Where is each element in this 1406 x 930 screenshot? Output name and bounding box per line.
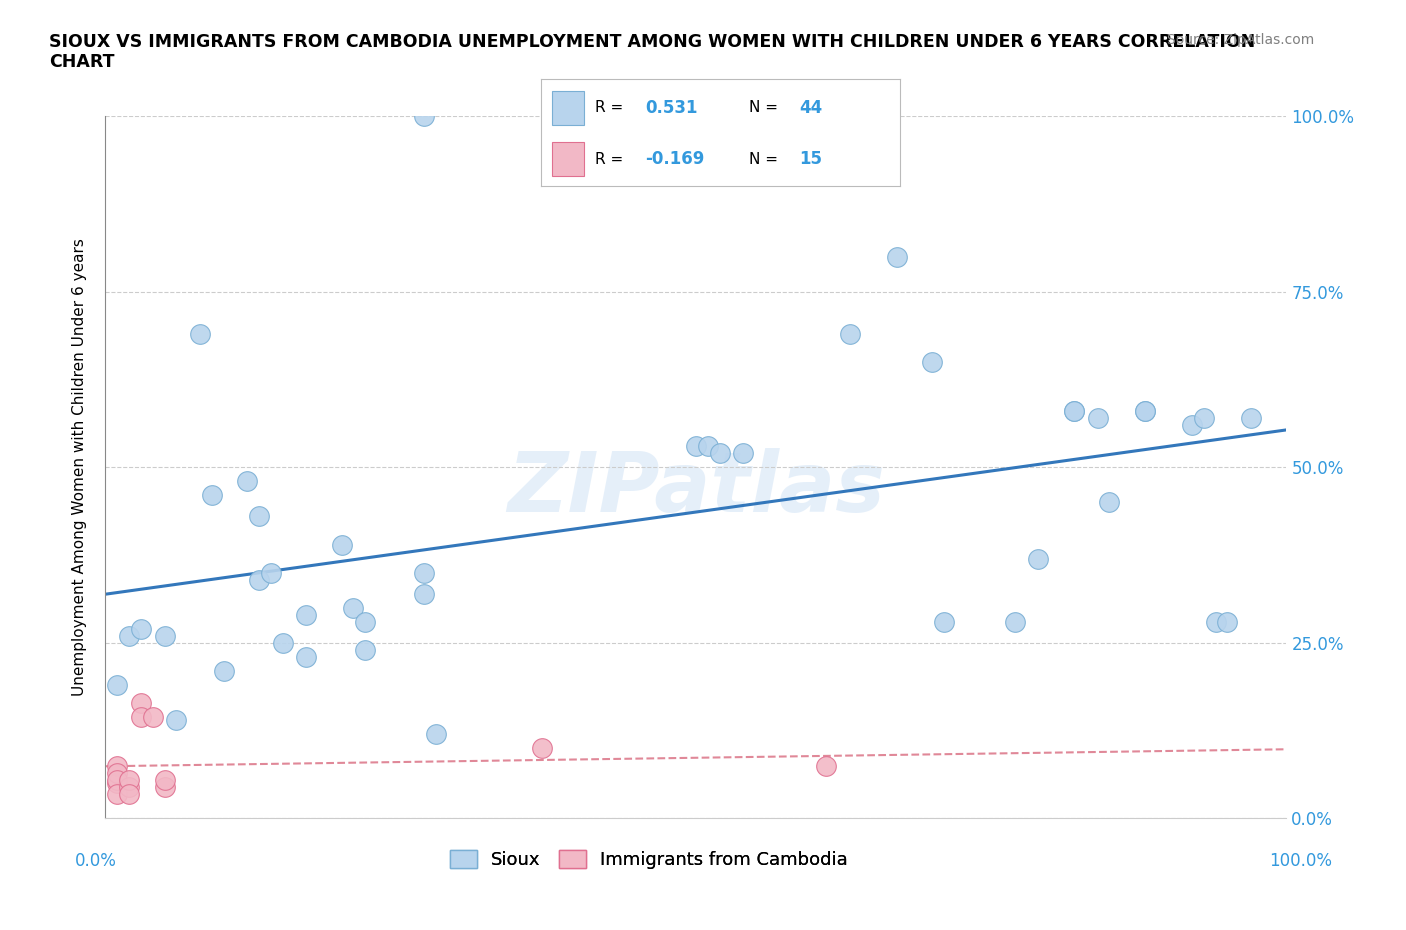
Point (1192, 411, 1215, 426)
Point (531, 740, 554, 755)
Point (201, 488, 224, 503)
Point (838, 326, 860, 341)
Point (1028, 551, 1050, 566)
Point (733, 445, 755, 460)
Point (330, 538, 353, 552)
Text: -0.169: -0.169 (645, 151, 704, 168)
Legend: Sioux, Immigrants from Cambodia: Sioux, Immigrants from Cambodia (443, 843, 855, 876)
Point (105, 776, 128, 790)
Point (105, 765, 128, 780)
Text: N =: N = (749, 152, 779, 166)
Text: SIOUX VS IMMIGRANTS FROM CAMBODIA UNEMPLOYMENT AMONG WOMEN WITH CHILDREN UNDER 6: SIOUX VS IMMIGRANTS FROM CAMBODIA UNEMPL… (49, 33, 1256, 72)
Text: 44: 44 (800, 99, 823, 117)
Point (236, 474, 259, 489)
Point (814, 758, 837, 773)
Point (1004, 615, 1026, 630)
Y-axis label: Unemployment Among Women with Children Under 6 years: Unemployment Among Women with Children U… (72, 238, 87, 697)
Point (354, 643, 377, 658)
Text: Source: ZipAtlas.com: Source: ZipAtlas.com (1167, 33, 1315, 46)
Text: 0.531: 0.531 (645, 99, 697, 117)
FancyBboxPatch shape (553, 142, 585, 177)
FancyBboxPatch shape (553, 91, 585, 125)
Point (105, 678, 128, 693)
Point (188, 326, 211, 341)
Point (413, 586, 436, 601)
Point (295, 649, 318, 664)
Point (425, 726, 447, 741)
Point (153, 779, 176, 794)
Point (921, 354, 943, 369)
Point (1063, 404, 1085, 418)
Text: ZIPatlas: ZIPatlas (508, 448, 884, 529)
Point (153, 629, 176, 644)
Point (354, 615, 377, 630)
Point (696, 439, 718, 454)
Point (118, 787, 141, 802)
Text: 15: 15 (800, 151, 823, 168)
Point (105, 787, 128, 802)
Point (685, 439, 707, 454)
Point (413, 109, 436, 124)
Point (118, 629, 141, 644)
Point (1098, 495, 1121, 510)
Point (142, 710, 165, 724)
Point (1240, 411, 1263, 426)
Point (153, 772, 176, 787)
Point (165, 712, 187, 727)
Text: R =: R = (595, 100, 623, 115)
Text: 100.0%: 100.0% (1270, 852, 1331, 870)
Point (1087, 411, 1109, 426)
Point (129, 695, 152, 710)
Point (1133, 404, 1156, 418)
Point (1216, 615, 1239, 630)
Point (271, 635, 294, 650)
Point (118, 779, 141, 794)
Point (932, 615, 955, 630)
Point (1205, 615, 1227, 630)
Point (105, 758, 128, 773)
Point (129, 621, 152, 636)
Point (247, 572, 270, 587)
Text: R =: R = (595, 152, 623, 166)
Point (295, 607, 318, 622)
Point (413, 565, 436, 580)
Point (342, 601, 364, 616)
Point (886, 249, 908, 264)
Text: N =: N = (749, 100, 779, 115)
Point (212, 663, 235, 678)
Point (1133, 404, 1156, 418)
Text: 0.0%: 0.0% (75, 852, 117, 870)
Point (118, 772, 141, 787)
Point (105, 772, 128, 787)
Point (129, 710, 152, 724)
Point (709, 445, 731, 460)
Point (1063, 404, 1085, 418)
Point (260, 565, 283, 580)
Point (1181, 418, 1204, 432)
Point (247, 509, 270, 524)
